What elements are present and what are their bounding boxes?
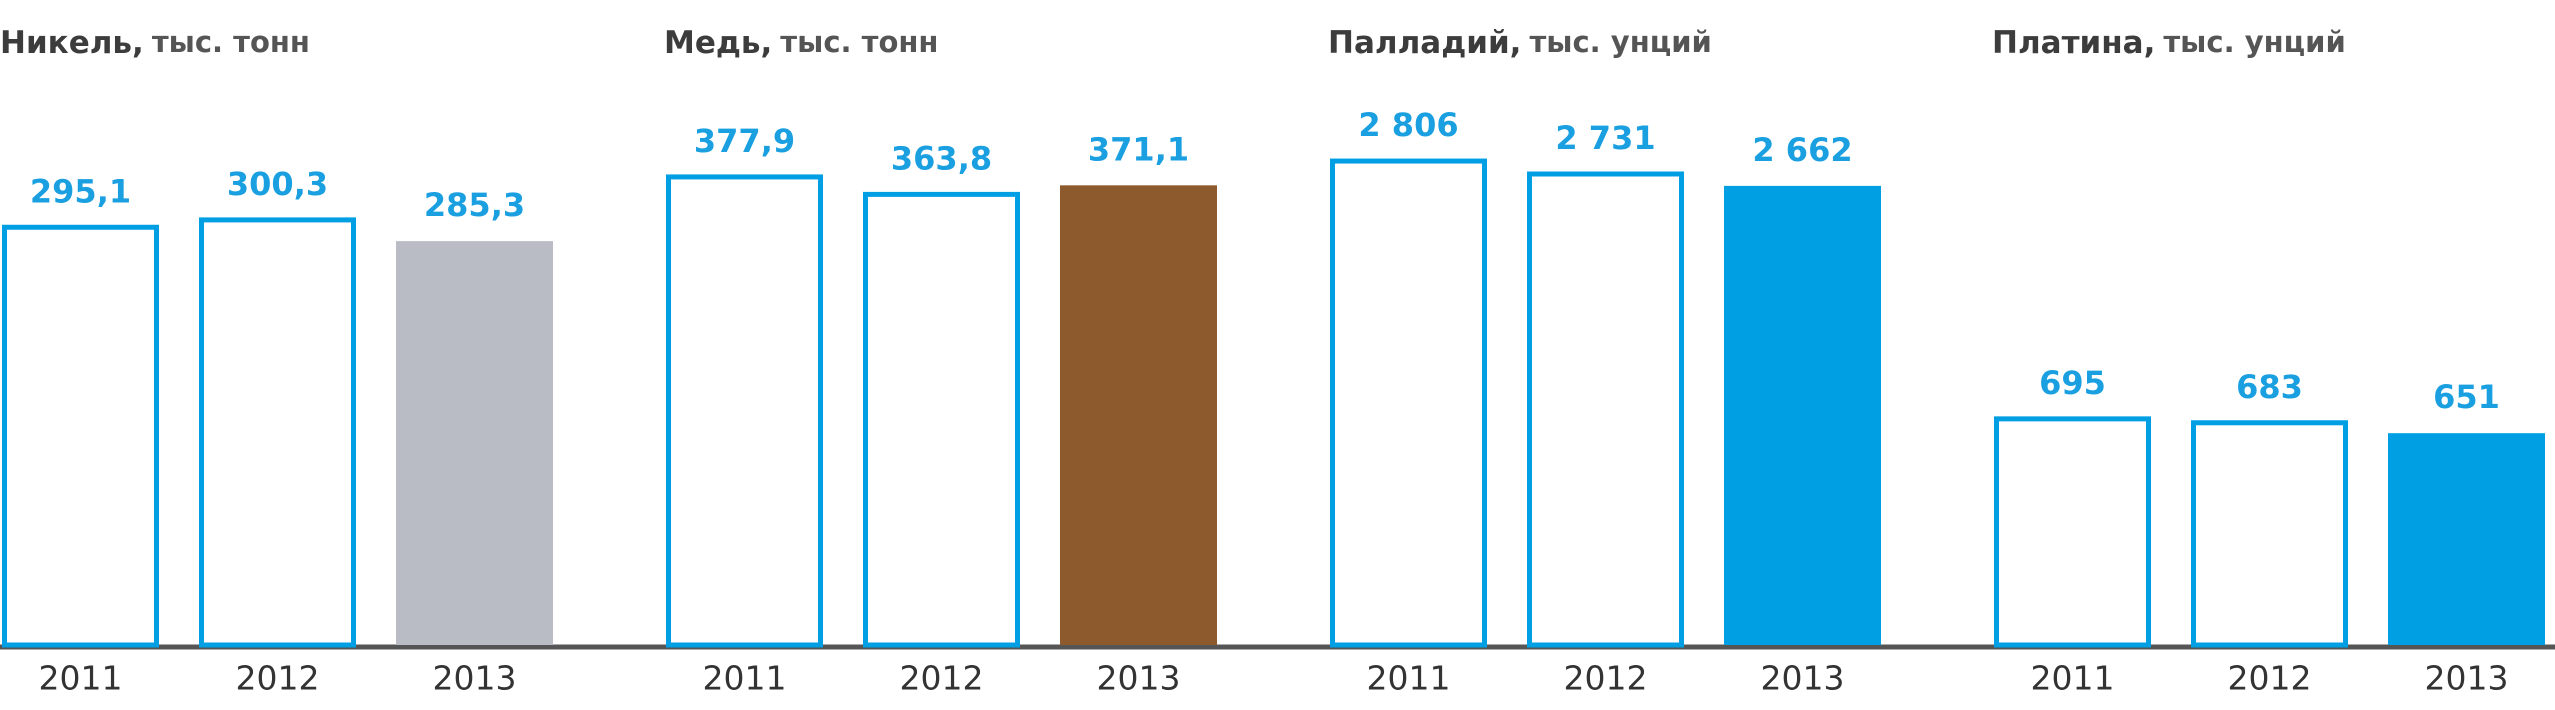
x-tick-label: 2013 [1097, 659, 1181, 698]
subtitle-text: тыс. тонн [780, 25, 938, 59]
value-label: 2 806 [1358, 106, 1458, 144]
x-tick-label: 2011 [703, 659, 787, 698]
value-label: 2 662 [1752, 131, 1852, 169]
title-text: Палладий, [1328, 25, 1521, 61]
x-tick-label: 2013 [433, 659, 517, 698]
x-tick-label: 2011 [39, 659, 123, 698]
bar [2191, 420, 2348, 648]
bar [1060, 185, 1217, 645]
subtitle-text: тыс. тонн [152, 25, 310, 59]
x-tick-label: 2013 [1761, 659, 1845, 698]
value-label: 2 731 [1555, 119, 1655, 157]
value-label: 285,3 [424, 186, 525, 224]
bar [2388, 433, 2545, 645]
value-label: 371,1 [1088, 130, 1189, 168]
title-text: Никель, [0, 25, 144, 61]
x-tick-label: 2012 [2228, 659, 2312, 698]
bar [863, 191, 1020, 648]
value-label: 377,9 [694, 122, 795, 160]
x-tick-label: 2011 [1367, 659, 1451, 698]
subtitle-text: тыс. унций [1529, 25, 1711, 59]
bar [1330, 158, 1487, 648]
value-label: 695 [2039, 364, 2106, 402]
bar [199, 217, 356, 648]
x-tick-label: 2012 [900, 659, 984, 698]
x-tick-label: 2011 [2031, 659, 2115, 698]
chart-title: Платина, тыс. унций [1992, 25, 2346, 61]
x-tick-label: 2012 [236, 659, 320, 698]
x-tick-label: 2012 [1564, 659, 1648, 698]
bar [1994, 416, 2151, 648]
bar [1527, 171, 1684, 648]
chart-title: Никель, тыс. тонн [0, 25, 310, 61]
chart-title: Медь, тыс. тонн [664, 25, 938, 61]
value-label: 363,8 [891, 139, 992, 177]
chart-title: Палладий, тыс. унций [1328, 25, 1712, 61]
subtitle-text: тыс. унций [2163, 25, 2345, 59]
title-text: Медь, [664, 25, 772, 61]
bar [666, 174, 823, 648]
value-label: 683 [2236, 368, 2303, 406]
bar [396, 241, 553, 645]
value-label: 651 [2433, 378, 2500, 416]
value-label: 295,1 [30, 172, 131, 210]
bar [1724, 185, 1881, 646]
value-label: 300,3 [227, 165, 328, 203]
title-text: Платина, [1992, 25, 2155, 61]
bar [2, 224, 159, 648]
x-tick-label: 2013 [2425, 659, 2509, 698]
